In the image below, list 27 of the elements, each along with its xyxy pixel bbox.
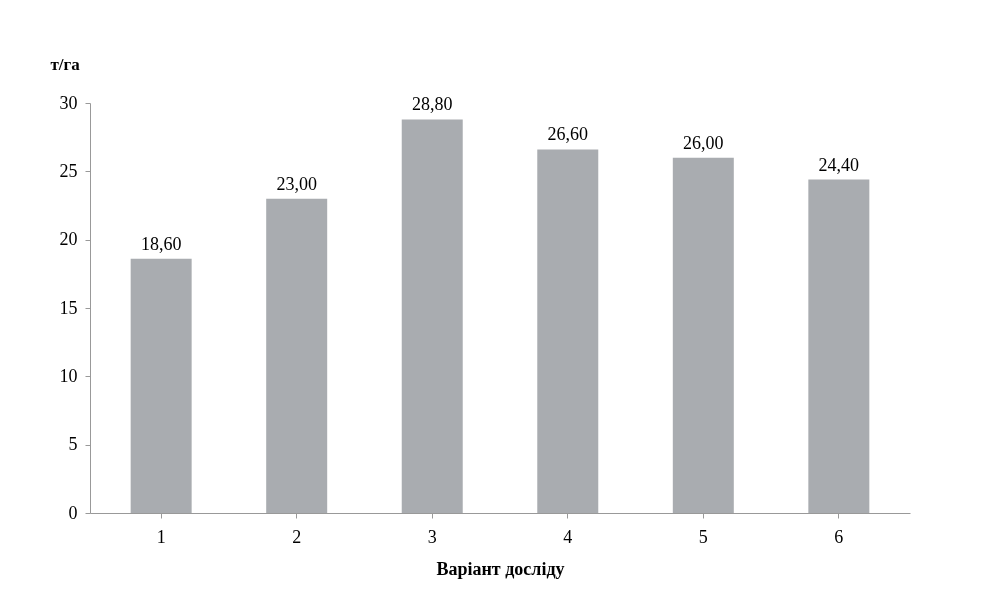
data-label: 26,00 (683, 132, 724, 153)
bar (537, 149, 599, 513)
x-tick-label: 4 (563, 526, 573, 547)
bar (401, 119, 463, 513)
x-tick-label: 6 (834, 526, 844, 547)
y-tick-label: 25 (59, 160, 78, 181)
bar (672, 157, 734, 513)
y-tick-label: 20 (59, 229, 78, 250)
y-tick-label: 5 (68, 434, 78, 455)
x-axis-title: Варіант досліду (436, 558, 565, 579)
bar (130, 258, 192, 513)
y-tick-label: 0 (68, 502, 78, 523)
bar (808, 179, 870, 513)
y-tick-label: 15 (59, 297, 78, 318)
data-label: 23,00 (276, 173, 317, 194)
data-label: 18,60 (140, 233, 182, 254)
data-label: 28,80 (411, 94, 453, 115)
bar (266, 198, 328, 513)
y-tick-label: 30 (59, 92, 78, 113)
x-tick-label: 1 (156, 526, 166, 547)
data-label: 26,60 (547, 124, 589, 145)
data-label: 24,40 (818, 154, 860, 175)
y-tick-label: 10 (59, 365, 78, 386)
y-axis-title: т/га (50, 54, 81, 74)
x-tick-label: 5 (698, 526, 708, 547)
x-tick-label: 2 (292, 526, 302, 547)
x-tick-label: 3 (427, 526, 437, 547)
